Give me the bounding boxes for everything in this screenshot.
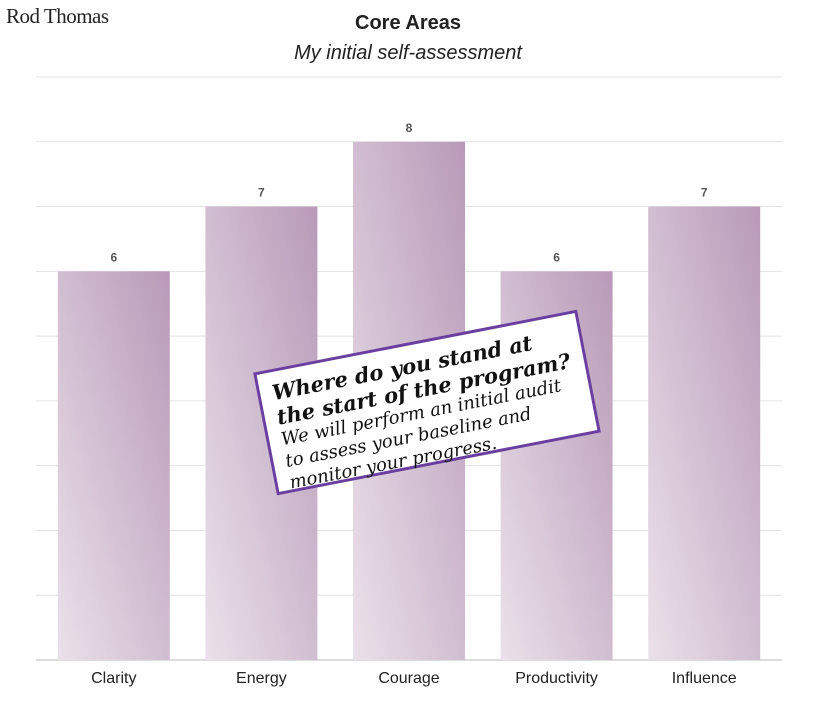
data-label: 7 — [701, 186, 708, 200]
category-label: Productivity — [515, 670, 598, 687]
category-label: Clarity — [91, 670, 136, 687]
chart-subtitle: My initial self-assessment — [294, 42, 522, 64]
data-label: 6 — [110, 250, 117, 264]
data-label: 8 — [406, 121, 413, 135]
category-label: Energy — [236, 670, 287, 687]
data-label: 6 — [553, 250, 560, 264]
labels: 6 Clarity 7 Energy 8 Courage 6 Productivity 7 Inf… — [91, 121, 737, 687]
category-label: Courage — [378, 670, 439, 687]
data-label: 7 — [258, 186, 265, 200]
bar-clarity — [57, 271, 170, 660]
chart-title: Core Areas — [355, 12, 461, 34]
category-label: Influence — [672, 670, 737, 687]
bar-influence — [648, 206, 761, 661]
brand-logo: Rod Thomas — [6, 4, 109, 28]
